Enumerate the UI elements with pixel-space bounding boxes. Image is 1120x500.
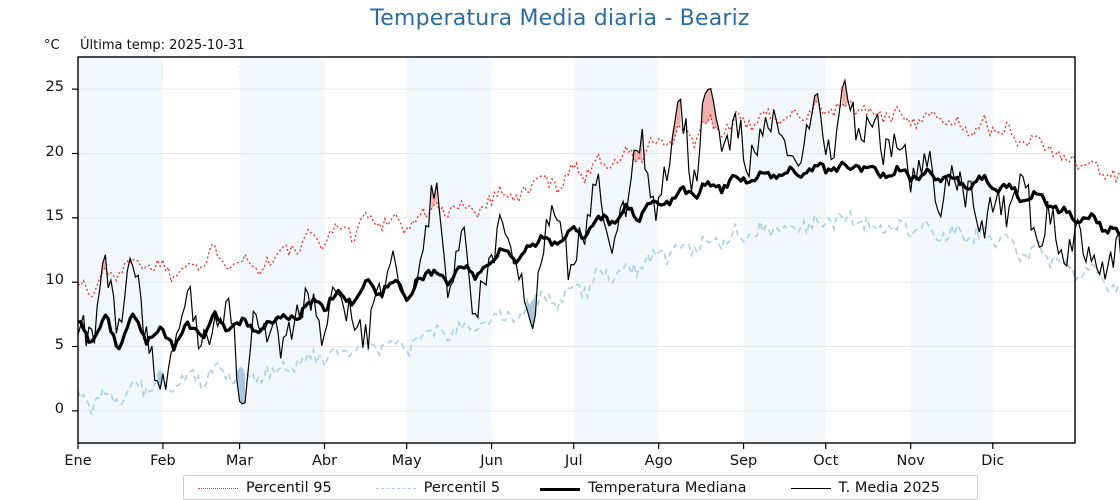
month-band-Dic <box>992 57 1078 443</box>
y-tick-label-10: 10 <box>45 272 64 289</box>
month-band-Abr <box>324 57 407 443</box>
legend-swatch-thick-black-icon <box>540 482 581 494</box>
month-band-Ago <box>658 57 744 443</box>
x-tick-label-jun: Jun <box>480 453 503 469</box>
month-band-Nov <box>910 57 993 443</box>
legend-item-0[interactable]: Percentil 95 <box>184 476 332 499</box>
legend-swatch-thin-black-icon <box>790 482 831 494</box>
x-tick-label-feb: Feb <box>150 453 176 469</box>
legend-label: T. Media 2025 <box>838 479 940 496</box>
chart-title: Temperatura Media diaria - Beariz <box>370 6 750 31</box>
x-tick-label-ago: Ago <box>644 453 673 469</box>
legend-item-2[interactable]: Temperatura Mediana <box>500 476 747 499</box>
y-tick-label-0: 0 <box>54 400 64 417</box>
month-band-Sep <box>743 57 826 443</box>
y-tick-label-5: 5 <box>54 336 64 353</box>
x-tick-label-nov: Nov <box>896 453 925 469</box>
legend-swatch-dotted-red-icon <box>198 482 238 494</box>
month-band-May <box>406 57 492 443</box>
series-temperatura-mediana <box>77 160 1120 352</box>
last-temp-label: Última temp: 2025-10-31 <box>80 38 245 53</box>
x-tick-label-oct: Oct <box>813 453 839 469</box>
y-tick-label-25: 25 <box>45 79 64 96</box>
series-percentil-95 <box>77 98 1120 298</box>
x-tick-label-ene: Ene <box>64 453 92 469</box>
chart-legend: Percentil 95 Percentil 5 Temperatura Media… <box>183 475 978 500</box>
month-band-Ene <box>78 57 163 443</box>
x-tick-label-sep: Sep <box>729 453 758 469</box>
x-tick-label-may: May <box>391 453 422 469</box>
y-axis-unit-label: °C <box>44 38 60 53</box>
legend-label: Temperatura Mediana <box>588 479 747 496</box>
legend-label: Percentil 95 <box>246 479 332 496</box>
legend-item-3[interactable]: T. Media 2025 <box>747 476 940 499</box>
legend-swatch-dashed-lightblue-icon <box>375 482 416 494</box>
y-tick-label-20: 20 <box>45 143 64 160</box>
month-band-Oct <box>825 57 911 443</box>
y-tick-label-15: 15 <box>45 207 64 224</box>
x-tick-label-abr: Abr <box>311 453 338 469</box>
month-band-Mar <box>239 57 325 443</box>
legend-label: Percentil 5 <box>423 479 501 496</box>
x-tick-label-jul: Jul <box>565 453 583 469</box>
x-tick-label-dic: Dic <box>981 453 1005 469</box>
plot-frame <box>77 56 1076 444</box>
series-percentil-5 <box>77 209 1120 416</box>
legend-item-1[interactable]: Percentil 5 <box>332 476 500 499</box>
x-tick-label-mar: Mar <box>225 453 254 469</box>
month-band-Jul <box>573 57 659 443</box>
